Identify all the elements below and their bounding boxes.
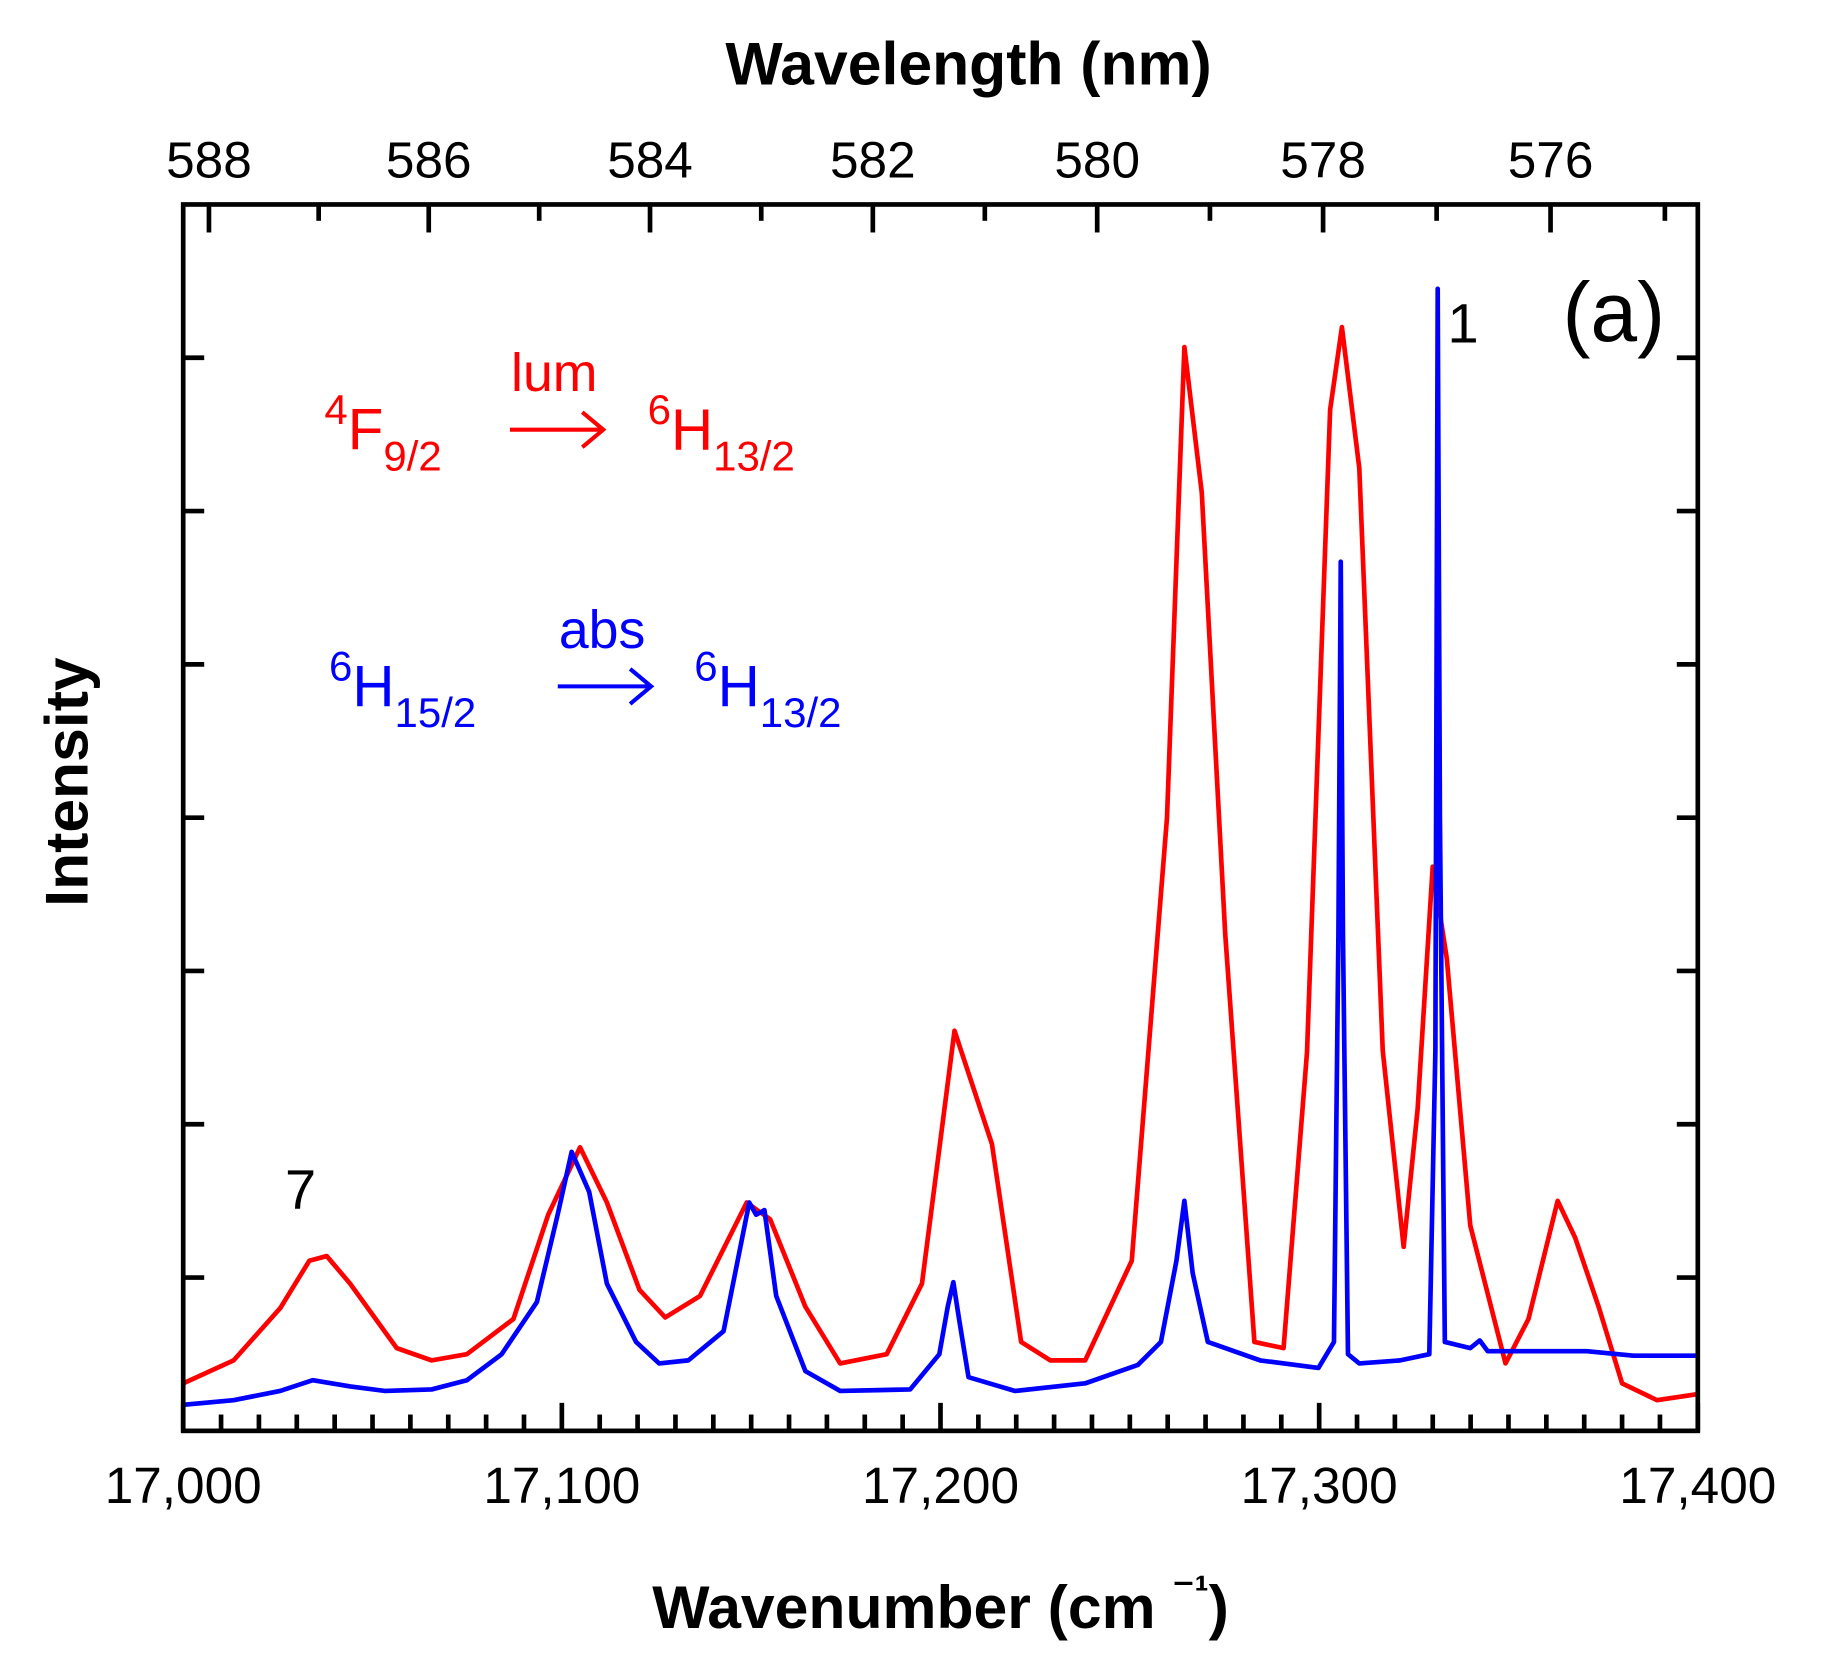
abs-arrowhead-icon [628, 667, 655, 706]
term-symbol: 6H15/2 [329, 643, 476, 737]
x-axis-title: Wavenumber (cm ⁻¹) [652, 1567, 1229, 1641]
x2-tick-label: 580 [1054, 132, 1140, 189]
panel-label: (a) [1562, 265, 1665, 359]
x2-tick-label: 582 [830, 132, 916, 189]
abs-arrow-label: abs [559, 600, 646, 660]
peak-label: 1 [1447, 291, 1478, 354]
lum-arrowhead-icon [580, 410, 607, 449]
peak-label: 7 [285, 1158, 316, 1221]
x2-axis-title: Wavelength (nm) [725, 29, 1211, 97]
x2-tick-label: 588 [166, 132, 252, 189]
x-tick-label: 17,400 [1619, 1457, 1776, 1514]
annotation-layer: 1 7 4F9/2 lum 6H13/2 6H15/2 abs 6H13/2 [285, 291, 1479, 1220]
x-tick-label: 17,200 [862, 1457, 1019, 1514]
x2-tick-label: 578 [1280, 132, 1366, 189]
x-axis-title-close: ) [1209, 1573, 1229, 1641]
x-axis-title-text: Wavenumber (cm [652, 1573, 1155, 1641]
x2-tick-label: 584 [607, 132, 693, 189]
x-tick-label: 17,300 [1241, 1457, 1398, 1514]
term-symbol: 4F9/2 [324, 386, 441, 480]
x2-tick-label: 586 [386, 132, 472, 189]
term-symbol: 6H13/2 [694, 643, 841, 737]
x-tick-label: 17,100 [483, 1457, 640, 1514]
series-layer [182, 286, 1699, 1408]
lum-arrow-label: lum [511, 343, 597, 403]
ticks-layer: 17,000 17,100 17,200 17,300 17,400 588 586 584 5… [105, 132, 1777, 1515]
series-line-lum [182, 324, 1699, 1403]
series-line-abs [182, 286, 1698, 1408]
term-symbol: 6H13/2 [648, 386, 795, 480]
x-tick-label: 17,000 [105, 1457, 262, 1514]
y-axis-title: Intensity [33, 657, 101, 907]
plot-frame [180, 202, 1701, 1434]
x2-tick-label: 576 [1508, 132, 1594, 189]
x-axis-title-superscript: ⁻¹ [1172, 1567, 1208, 1614]
